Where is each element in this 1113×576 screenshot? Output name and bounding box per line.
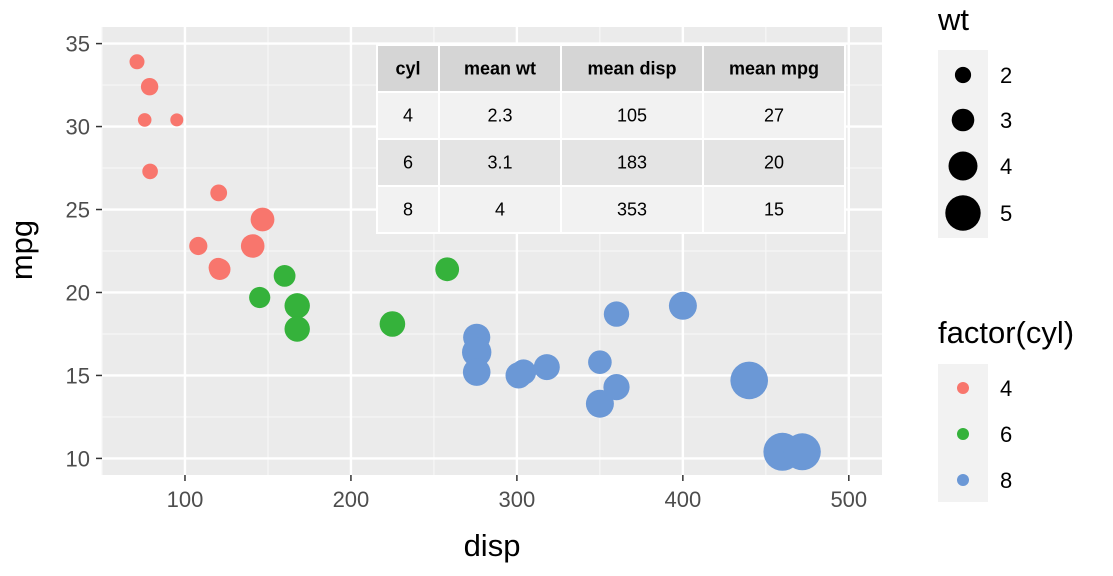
data-point-cyl-4 bbox=[137, 113, 152, 127]
data-point-cyl-4 bbox=[210, 184, 228, 202]
data-point-cyl-4 bbox=[209, 258, 231, 280]
data-point-cyl-8 bbox=[585, 389, 614, 418]
table-cell-text: 105 bbox=[617, 106, 647, 126]
table-cell bbox=[702, 185, 846, 234]
table-header-text: mean mpg bbox=[729, 59, 819, 79]
table-cell-text: 183 bbox=[617, 153, 647, 173]
table-cell-text: 27 bbox=[764, 106, 784, 126]
data-point-cyl-6 bbox=[284, 293, 310, 319]
data-point-cyl-4 bbox=[142, 163, 158, 180]
table-cell-text: 4 bbox=[495, 200, 505, 220]
x-tick-label: 200 bbox=[333, 487, 370, 512]
size-legend-key bbox=[951, 108, 975, 132]
data-point-cyl-6 bbox=[273, 265, 296, 287]
data-point-cyl-8 bbox=[603, 301, 630, 327]
data-point-cyl-4 bbox=[140, 78, 159, 96]
data-point-cyl-4 bbox=[170, 113, 184, 127]
color-legend-label: 8 bbox=[1000, 468, 1012, 493]
data-point-cyl-8 bbox=[462, 337, 492, 367]
size-legend-key bbox=[948, 151, 978, 181]
data-points bbox=[129, 54, 821, 471]
summary-table: cyl mean wt mean disp mean mpg 4 2.3 105 27 6 3.1… bbox=[376, 44, 846, 234]
table-cell-text: 3.1 bbox=[487, 153, 512, 173]
size-legend-key bbox=[945, 195, 981, 231]
color-legend: 4 6 8 bbox=[957, 376, 1012, 493]
table-cell bbox=[560, 91, 704, 140]
size-legend-label: 3 bbox=[1000, 108, 1012, 133]
y-axis-title: mpg bbox=[4, 220, 39, 280]
table-cell bbox=[560, 138, 704, 187]
data-point-cyl-6 bbox=[435, 257, 460, 282]
data-point-cyl-4 bbox=[129, 54, 145, 70]
y-tick-label: 15 bbox=[66, 363, 90, 388]
data-point-cyl-8 bbox=[533, 354, 560, 381]
color-legend-key-cyl-4 bbox=[957, 382, 969, 394]
table-cell-text: 6 bbox=[403, 153, 413, 173]
color-legend-title: factor(cyl) bbox=[938, 315, 1074, 350]
table-cell bbox=[702, 138, 846, 187]
data-point-cyl-4 bbox=[250, 207, 275, 232]
table-cell-text: 20 bbox=[764, 153, 784, 173]
size-legend-label: 5 bbox=[1000, 201, 1012, 226]
x-axis-title: disp bbox=[464, 528, 521, 563]
table-cell bbox=[376, 91, 440, 140]
table-header-text: mean disp bbox=[587, 59, 676, 79]
table-header-text: cyl bbox=[395, 59, 420, 79]
size-legend-label: 2 bbox=[1000, 63, 1012, 88]
data-point-cyl-6 bbox=[284, 316, 310, 342]
size-legend-key bbox=[954, 66, 972, 84]
table-cell-text: 15 bbox=[764, 200, 784, 220]
x-tick-label: 500 bbox=[830, 487, 867, 512]
table-cell-text: 8 bbox=[403, 200, 413, 220]
data-point-cyl-8 bbox=[783, 433, 821, 471]
color-legend-label: 4 bbox=[1000, 376, 1012, 401]
x-tick-label: 400 bbox=[664, 487, 701, 512]
table-cell bbox=[376, 185, 440, 234]
data-point-cyl-8 bbox=[668, 291, 697, 320]
y-tick-label: 30 bbox=[66, 115, 90, 140]
data-point-cyl-4 bbox=[189, 236, 208, 256]
size-legend-label: 4 bbox=[1000, 154, 1012, 179]
x-tick-labels: 100 200 300 400 500 bbox=[167, 487, 868, 512]
data-point-cyl-8 bbox=[588, 350, 612, 375]
data-point-cyl-8 bbox=[462, 358, 491, 386]
data-point-cyl-8 bbox=[603, 374, 630, 401]
color-legend-label: 6 bbox=[1000, 422, 1012, 447]
table-header-cell bbox=[702, 44, 846, 93]
axis-ticks bbox=[96, 42, 850, 481]
table-header-text: mean wt bbox=[464, 59, 536, 79]
y-tick-label: 10 bbox=[66, 446, 90, 471]
color-legend-key-cyl-6 bbox=[957, 428, 969, 440]
y-tick-label: 20 bbox=[66, 280, 90, 305]
y-tick-label: 25 bbox=[66, 198, 90, 223]
size-legend: 2 3 4 5 bbox=[945, 63, 1012, 231]
x-tick-label: 300 bbox=[499, 487, 536, 512]
data-point-cyl-4 bbox=[240, 234, 265, 258]
y-tick-label: 35 bbox=[66, 32, 90, 57]
table-cell bbox=[438, 185, 562, 234]
y-tick-labels: 10 15 20 25 30 35 bbox=[66, 32, 90, 472]
data-point-cyl-6 bbox=[249, 286, 271, 309]
table-cell-text: 4 bbox=[403, 106, 413, 126]
size-legend-title: wt bbox=[937, 2, 969, 37]
table-cell bbox=[376, 138, 440, 187]
x-tick-label: 100 bbox=[167, 487, 204, 512]
table-cell-text: 2.3 bbox=[487, 106, 512, 126]
table-cell-text: 353 bbox=[617, 200, 647, 220]
data-point-cyl-8 bbox=[730, 361, 768, 400]
table-cell bbox=[702, 91, 846, 140]
data-point-cyl-8 bbox=[505, 362, 532, 389]
color-legend-key-cyl-8 bbox=[957, 474, 969, 486]
data-point-cyl-6 bbox=[379, 311, 406, 337]
